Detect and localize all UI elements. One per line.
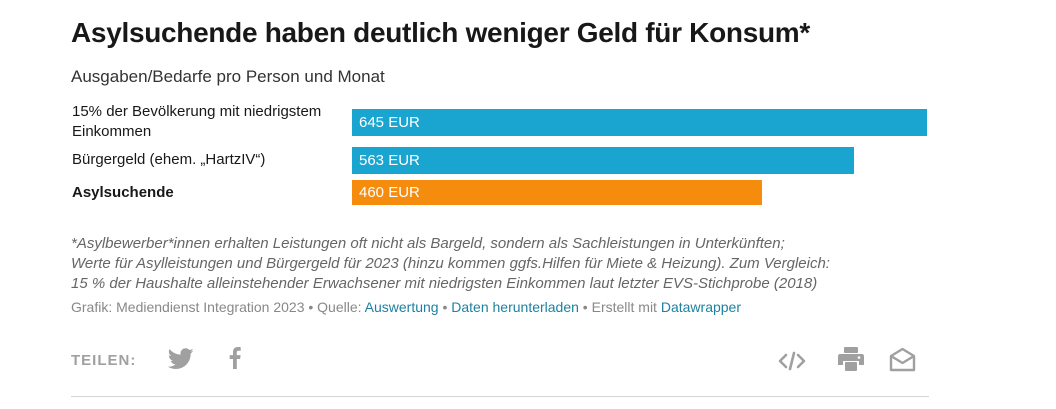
facebook-icon[interactable] bbox=[229, 347, 241, 374]
share-label: TEILEN: bbox=[71, 352, 137, 369]
source-prefix: Grafik: Mediendienst Integration 2023 • … bbox=[71, 299, 365, 315]
chart-notes: *Asylbewerber*innen erhalten Leistungen … bbox=[71, 234, 891, 294]
category-label: Asylsuchende bbox=[72, 184, 174, 201]
print-icon[interactable] bbox=[838, 347, 864, 376]
bar-value-label: 460 EUR bbox=[359, 184, 420, 201]
source-link-auswertung[interactable]: Auswertung bbox=[364, 299, 439, 315]
bar-value-label: 563 EUR bbox=[359, 152, 420, 169]
chart-subtitle: Ausgaben/Bedarfe pro Person und Monat bbox=[71, 67, 385, 86]
bar-value-label: 645 EUR bbox=[359, 114, 420, 131]
source-separator: • Erstellt mit bbox=[578, 299, 661, 315]
category-label: 15% der Bevölkerung mit niedrigstem Eink… bbox=[72, 103, 322, 140]
note-line: 15 % der Haushalte alleinstehender Erwac… bbox=[71, 275, 818, 292]
download-data-link[interactable]: Daten herunterladen bbox=[451, 299, 579, 315]
note-line: *Asylbewerber*innen erhalten Leistungen … bbox=[71, 235, 785, 252]
source-line: Grafik: Mediendienst Integration 2023 • … bbox=[71, 299, 741, 315]
twitter-icon[interactable] bbox=[167, 348, 194, 375]
bottom-divider bbox=[71, 396, 929, 397]
category-label: Bürgergeld (ehem. „HartzIV“) bbox=[72, 151, 266, 168]
embed-code-icon[interactable] bbox=[778, 351, 806, 376]
email-icon[interactable] bbox=[889, 347, 916, 377]
bar bbox=[352, 147, 854, 174]
source-separator: • bbox=[438, 299, 452, 315]
bar bbox=[352, 109, 927, 136]
note-line: Werte für Asylleistungen und Bürgergeld … bbox=[71, 255, 830, 272]
bar bbox=[352, 180, 762, 205]
chart-title: Asylsuchende haben deutlich weniger Geld… bbox=[71, 17, 810, 48]
share-bar: TEILEN: bbox=[71, 340, 929, 380]
bar-chart: 15% der Bevölkerung mit niedrigstem Eink… bbox=[71, 100, 929, 215]
datawrapper-link[interactable]: Datawrapper bbox=[660, 299, 741, 315]
